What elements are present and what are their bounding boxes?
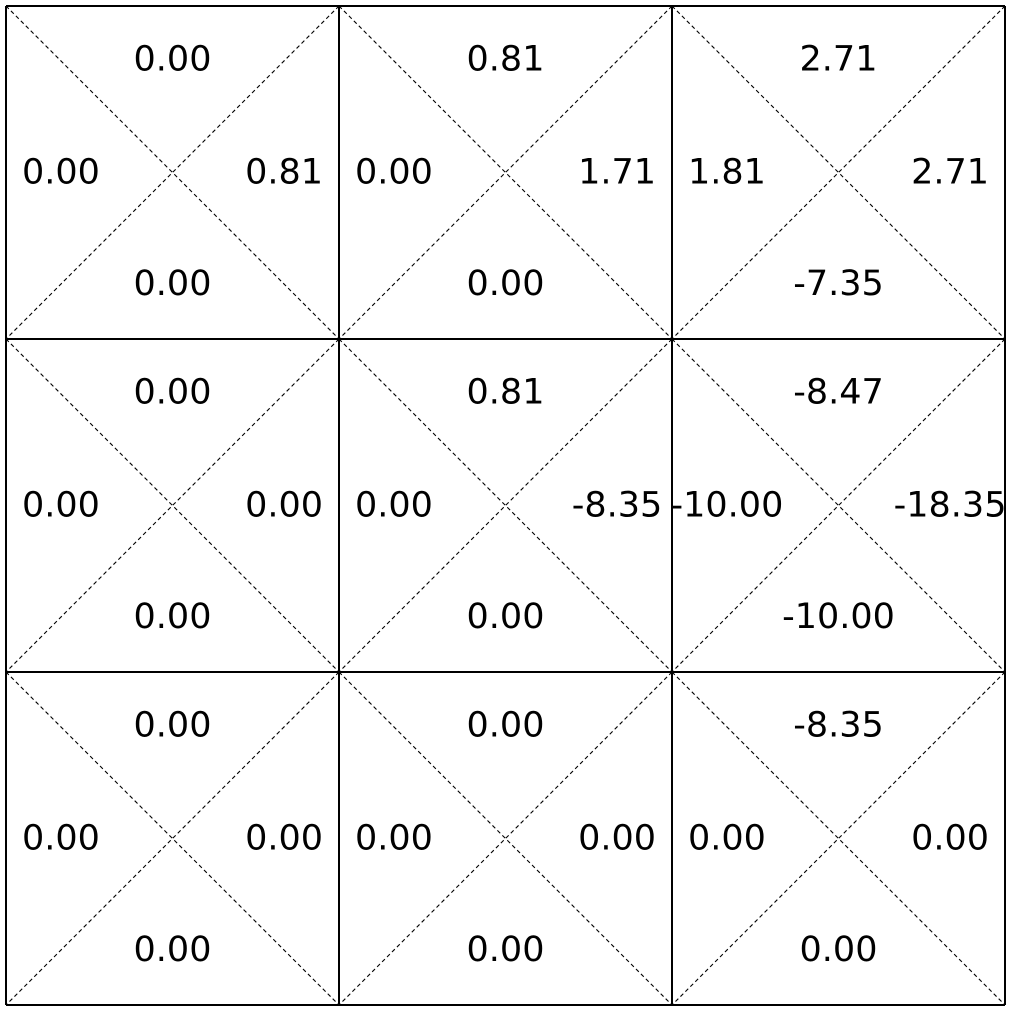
diagonal-lines <box>5 5 1006 1006</box>
diagonal-line <box>338 338 673 673</box>
q-value-left: 0.00 <box>355 486 433 526</box>
q-value-down: 0.00 <box>134 264 212 304</box>
q-value-down: -7.35 <box>793 264 884 304</box>
q-value-right: 0.00 <box>245 486 323 526</box>
q-value-left: 0.00 <box>22 153 100 193</box>
q-value-left: 1.81 <box>688 153 766 193</box>
q-value-right: 1.71 <box>578 153 656 193</box>
q-value-right: 0.81 <box>245 153 323 193</box>
diagonal-line <box>5 671 340 1006</box>
q-value-up: 0.00 <box>134 372 212 412</box>
q-value-up: 0.00 <box>467 705 545 745</box>
q-value-right: 0.00 <box>578 819 656 859</box>
diagonal-line <box>671 671 1006 1006</box>
diagonal-line <box>671 5 1006 340</box>
diagonal-line <box>671 671 1006 1006</box>
q-value-left: 0.00 <box>688 819 766 859</box>
diagonal-line <box>5 338 340 673</box>
q-value-right: 2.71 <box>911 153 989 193</box>
diagonal-line <box>338 338 673 673</box>
q-value-left: 0.00 <box>355 153 433 193</box>
q-value-right: 0.00 <box>245 819 323 859</box>
diagonal-line <box>338 5 673 340</box>
q-value-up: 0.81 <box>467 39 545 79</box>
q-value-down: 0.00 <box>134 597 212 637</box>
diagonal-line <box>671 5 1006 340</box>
q-value-up: -8.35 <box>793 705 884 745</box>
q-value-down: -10.00 <box>782 597 895 637</box>
q-value-left: 0.00 <box>22 819 100 859</box>
q-value-up: -8.47 <box>793 372 884 412</box>
diagonal-line <box>5 5 340 340</box>
q-value-left: 0.00 <box>355 819 433 859</box>
q-value-down: 0.00 <box>467 597 545 637</box>
q-value-right: 0.00 <box>911 819 989 859</box>
q-value-up: 0.00 <box>134 39 212 79</box>
q-value-right: -18.35 <box>894 486 1007 526</box>
diagonal-line <box>338 5 673 340</box>
diagonal-line <box>5 671 340 1006</box>
q-value-up: 0.81 <box>467 372 545 412</box>
diagonal-line <box>671 338 1006 673</box>
q-value-right: -8.35 <box>572 486 663 526</box>
q-value-up: 0.00 <box>134 705 212 745</box>
q-value-left: -10.00 <box>671 486 784 526</box>
q-value-up: 2.71 <box>800 39 878 79</box>
diagonal-line <box>671 338 1006 673</box>
q-value-down: 0.00 <box>134 930 212 970</box>
diagonal-line <box>338 671 673 1006</box>
q-value-left: 0.00 <box>22 486 100 526</box>
diagonal-line <box>338 671 673 1006</box>
q-value-down: 0.00 <box>467 930 545 970</box>
q-value-down: 0.00 <box>467 264 545 304</box>
cell-borders <box>5 5 1006 1006</box>
q-value-labels: 0.00 0.00 0.81 0.00 0.81 0.00 1.71 0.00 2.71 1.81… <box>22 39 1006 970</box>
diagonal-line <box>5 338 340 673</box>
q-value-down: 0.00 <box>800 930 878 970</box>
diagonal-line <box>5 5 340 340</box>
